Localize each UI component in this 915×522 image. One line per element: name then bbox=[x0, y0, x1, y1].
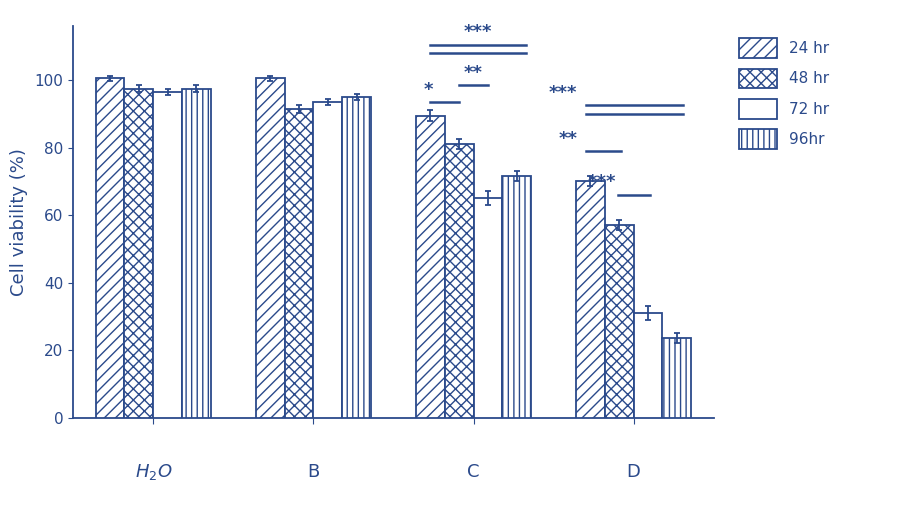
Bar bbox=[445, 144, 473, 418]
Text: ***: *** bbox=[464, 23, 492, 41]
Text: *: * bbox=[424, 81, 434, 99]
Bar bbox=[153, 92, 182, 418]
Bar bbox=[96, 78, 124, 418]
Legend: 24 hr, 48 hr, 72 hr, 96hr: 24 hr, 48 hr, 72 hr, 96hr bbox=[734, 34, 834, 153]
Text: C: C bbox=[468, 463, 479, 481]
Bar bbox=[502, 176, 531, 418]
Bar bbox=[415, 115, 445, 418]
Y-axis label: Cell viability (%): Cell viability (%) bbox=[10, 148, 27, 296]
Bar bbox=[182, 89, 210, 418]
Bar bbox=[342, 97, 371, 418]
Bar bbox=[313, 102, 342, 418]
Text: **: ** bbox=[558, 129, 577, 148]
Bar bbox=[255, 78, 285, 418]
Bar bbox=[605, 225, 633, 418]
Bar bbox=[124, 89, 153, 418]
Bar bbox=[662, 338, 692, 418]
Text: ***: *** bbox=[549, 84, 577, 102]
Text: $H_2O$: $H_2O$ bbox=[135, 462, 172, 482]
Text: D: D bbox=[627, 463, 640, 481]
Text: **: ** bbox=[464, 64, 483, 82]
Bar bbox=[285, 109, 313, 418]
Text: ***: *** bbox=[587, 173, 616, 192]
Bar bbox=[473, 198, 502, 418]
Bar bbox=[576, 181, 605, 418]
Text: B: B bbox=[307, 463, 319, 481]
Bar bbox=[633, 313, 662, 418]
